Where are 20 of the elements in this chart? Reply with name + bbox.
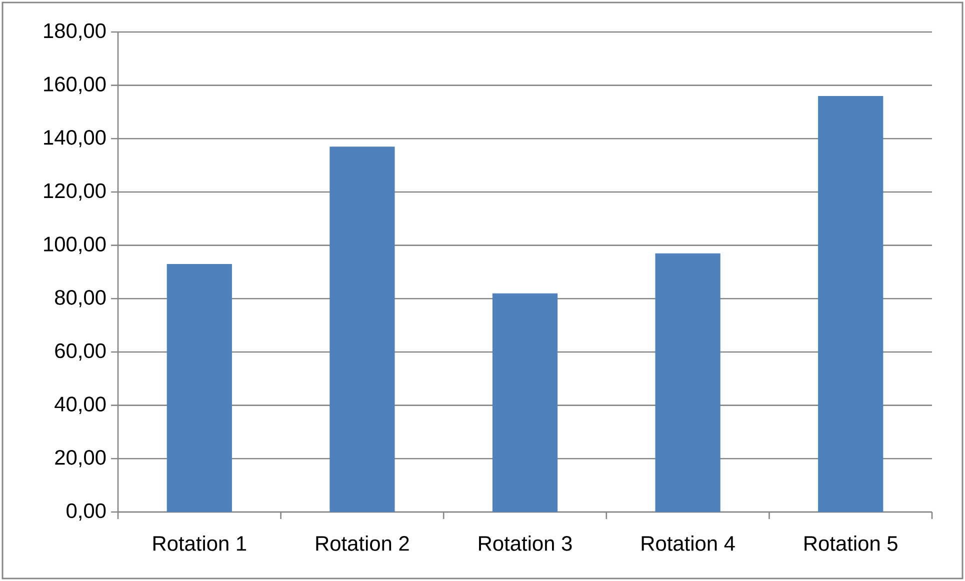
bar — [818, 96, 884, 512]
bar — [330, 146, 395, 512]
y-tick-label: 180,00 — [44, 23, 106, 41]
x-tick-label: Rotation 3 — [479, 536, 572, 551]
x-tick-label: Rotation 4 — [642, 536, 735, 551]
y-tick-label: 0,00 — [66, 503, 106, 521]
y-tick-label: 120,00 — [44, 183, 106, 201]
bar — [166, 264, 232, 512]
y-tick-label: 160,00 — [44, 76, 106, 94]
y-tick-label: 20,00 — [55, 450, 106, 468]
y-tick-label: 40,00 — [54, 396, 106, 414]
x-tick-label: Rotation 5 — [804, 536, 898, 551]
y-tick-label: 80,00 — [55, 290, 106, 308]
bar — [655, 253, 720, 512]
x-tick-label: Rotation 2 — [316, 536, 409, 551]
y-tick-label: 100,00 — [44, 236, 106, 254]
y-tick-label: 140,00 — [44, 130, 106, 148]
x-tick-label: Rotation 1 — [153, 536, 246, 551]
bar — [492, 293, 558, 512]
y-tick-label: 60,00 — [55, 343, 106, 361]
